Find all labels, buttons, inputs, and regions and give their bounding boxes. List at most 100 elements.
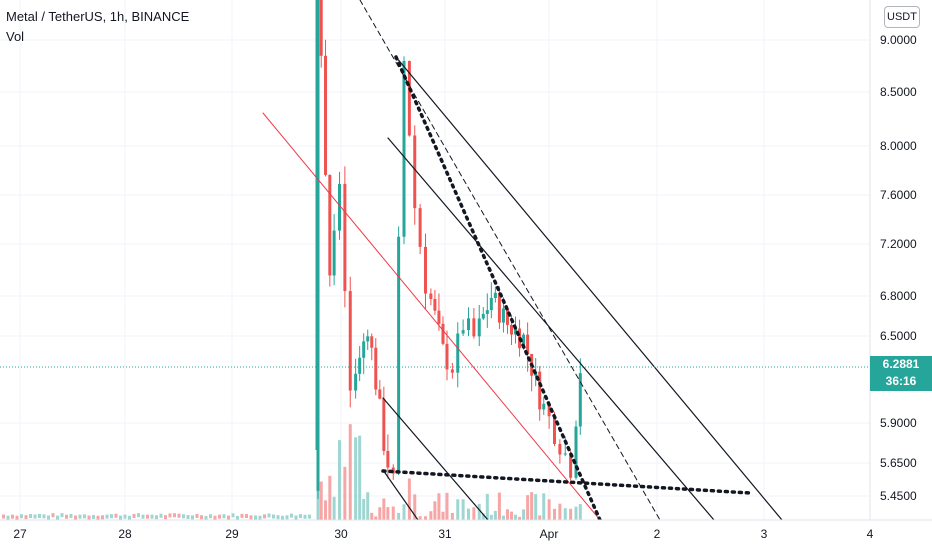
candle-body (574, 426, 578, 478)
candle-body (348, 291, 352, 391)
trend-line[interactable] (382, 397, 489, 520)
candle-body (354, 373, 358, 391)
volume-bar (378, 507, 382, 520)
candle-body (424, 246, 427, 294)
volume-bar (505, 509, 509, 520)
candle-body (332, 230, 336, 276)
trend-line[interactable] (382, 469, 419, 520)
volume-bar (542, 493, 546, 520)
volume-bar (530, 492, 534, 520)
time-tick-label: 31 (438, 527, 452, 541)
price-tick-label: 5.6500 (880, 456, 917, 470)
price-tick-label: 9.0000 (880, 33, 917, 47)
candle-body (526, 334, 530, 354)
candle-body (397, 236, 401, 474)
trend-line[interactable] (394, 55, 602, 520)
candle-body (324, 55, 328, 175)
candle-body (316, 0, 320, 491)
volume-bar (362, 498, 366, 520)
volume-bar (402, 504, 406, 520)
trend-line[interactable] (395, 56, 783, 520)
volume-bar (522, 509, 526, 520)
time-tick-label: 28 (118, 527, 132, 541)
trend-line[interactable] (387, 137, 715, 520)
candle-body (456, 333, 460, 373)
trend-line[interactable] (359, 0, 661, 520)
volume-bar (450, 513, 454, 520)
candle-body (522, 334, 526, 349)
candle-body (542, 403, 546, 410)
candle-body (413, 135, 417, 209)
currency-button[interactable]: USDT (884, 6, 920, 28)
price-tick-label: 6.8000 (880, 289, 917, 303)
volume-bar (574, 506, 578, 520)
volume-bar (534, 494, 538, 520)
candle-body (433, 298, 437, 311)
volume-bar (477, 503, 481, 520)
volume-label: Vol (6, 29, 25, 44)
time-tick-label: 29 (225, 527, 239, 541)
time-tick-label: 27 (13, 527, 27, 541)
volume-bar (467, 508, 470, 520)
time-axis[interactable]: 27 28 29 30 31 Apr 2 3 4 (0, 519, 932, 550)
volume-bar (547, 499, 551, 520)
price-tick-label: 7.6000 (880, 188, 917, 202)
trend-line[interactable] (262, 112, 601, 520)
volume-bar (407, 478, 411, 520)
volume-bar (485, 493, 489, 520)
last-price-tag: 6.2881 36:16 (870, 356, 932, 391)
volume-bar (382, 498, 386, 520)
trend-line[interactable] (381, 469, 752, 495)
candle-body (578, 373, 582, 427)
volume-bar (354, 437, 358, 520)
volume-bar (324, 500, 328, 520)
volume-bar (332, 496, 336, 520)
volume-bar (501, 515, 505, 520)
volume-bar (433, 501, 437, 520)
price-tick-label: 5.4500 (880, 489, 917, 503)
price-tick-label: 8.5000 (880, 85, 917, 99)
volume-bar (526, 495, 530, 520)
volume-bar (358, 435, 362, 520)
countdown-timer: 36:16 (885, 374, 917, 388)
volume-bar (518, 516, 522, 520)
candle-body (472, 318, 476, 337)
candle-body (429, 293, 433, 299)
candlesticks (315, 0, 582, 500)
candle-body (553, 416, 556, 444)
time-tick-label: 3 (761, 527, 768, 541)
candle-body (402, 60, 406, 237)
candle-body (510, 324, 513, 335)
volume-bar (319, 481, 323, 520)
volume-bar (328, 475, 332, 520)
candle-body (505, 308, 509, 325)
price-axis[interactable]: 9.0000 8.5000 8.0000 7.6000 7.2000 6.8000 6.50… (869, 0, 932, 520)
candle-body (563, 453, 567, 455)
volume-bar (553, 508, 556, 520)
candle-body (569, 453, 573, 478)
volume-bar (441, 511, 445, 520)
candle-body (477, 318, 481, 337)
price-tick-label: 7.2000 (880, 237, 917, 251)
volume-bar (397, 512, 401, 520)
candle-body (558, 443, 562, 455)
time-tick-label: 30 (334, 527, 348, 541)
volume-bar (493, 510, 497, 520)
volume-bar (481, 513, 485, 520)
candle-body (386, 450, 390, 468)
volume-bar (391, 506, 395, 520)
candle-body (489, 297, 493, 311)
time-tick-label: 2 (654, 527, 661, 541)
trend-line-drawings[interactable] (262, 0, 783, 520)
volume-bars (2, 424, 582, 520)
volume-bar (338, 440, 341, 520)
price-tick-label: 5.9000 (880, 416, 917, 430)
volume-bar (374, 516, 378, 520)
candle-body (461, 330, 465, 334)
candle-body (493, 292, 497, 298)
candle-body (358, 357, 362, 374)
candle-body (407, 60, 411, 136)
volume-bar (366, 492, 370, 520)
candle-body (441, 323, 445, 344)
